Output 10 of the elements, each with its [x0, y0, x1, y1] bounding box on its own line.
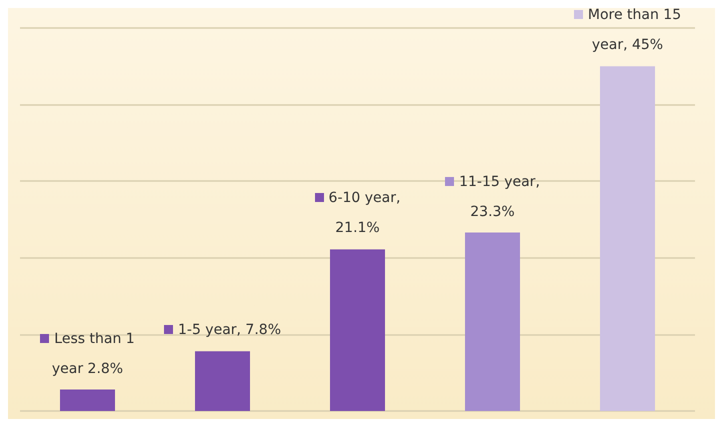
bar: [600, 66, 655, 411]
data-label: 11-15 year, 23.3%: [458, 172, 541, 222]
bar: [60, 390, 115, 411]
data-label: More than 15 year, 45%: [586, 6, 682, 56]
bar: [465, 232, 520, 411]
data-label: 1-5 year, 7.8%: [176, 321, 282, 340]
data-label: Less than 1 year 2.8%: [50, 330, 136, 379]
bar: [195, 351, 250, 411]
bar: [330, 249, 385, 411]
data-label: 6-10 year, 21.1%: [328, 189, 402, 238]
